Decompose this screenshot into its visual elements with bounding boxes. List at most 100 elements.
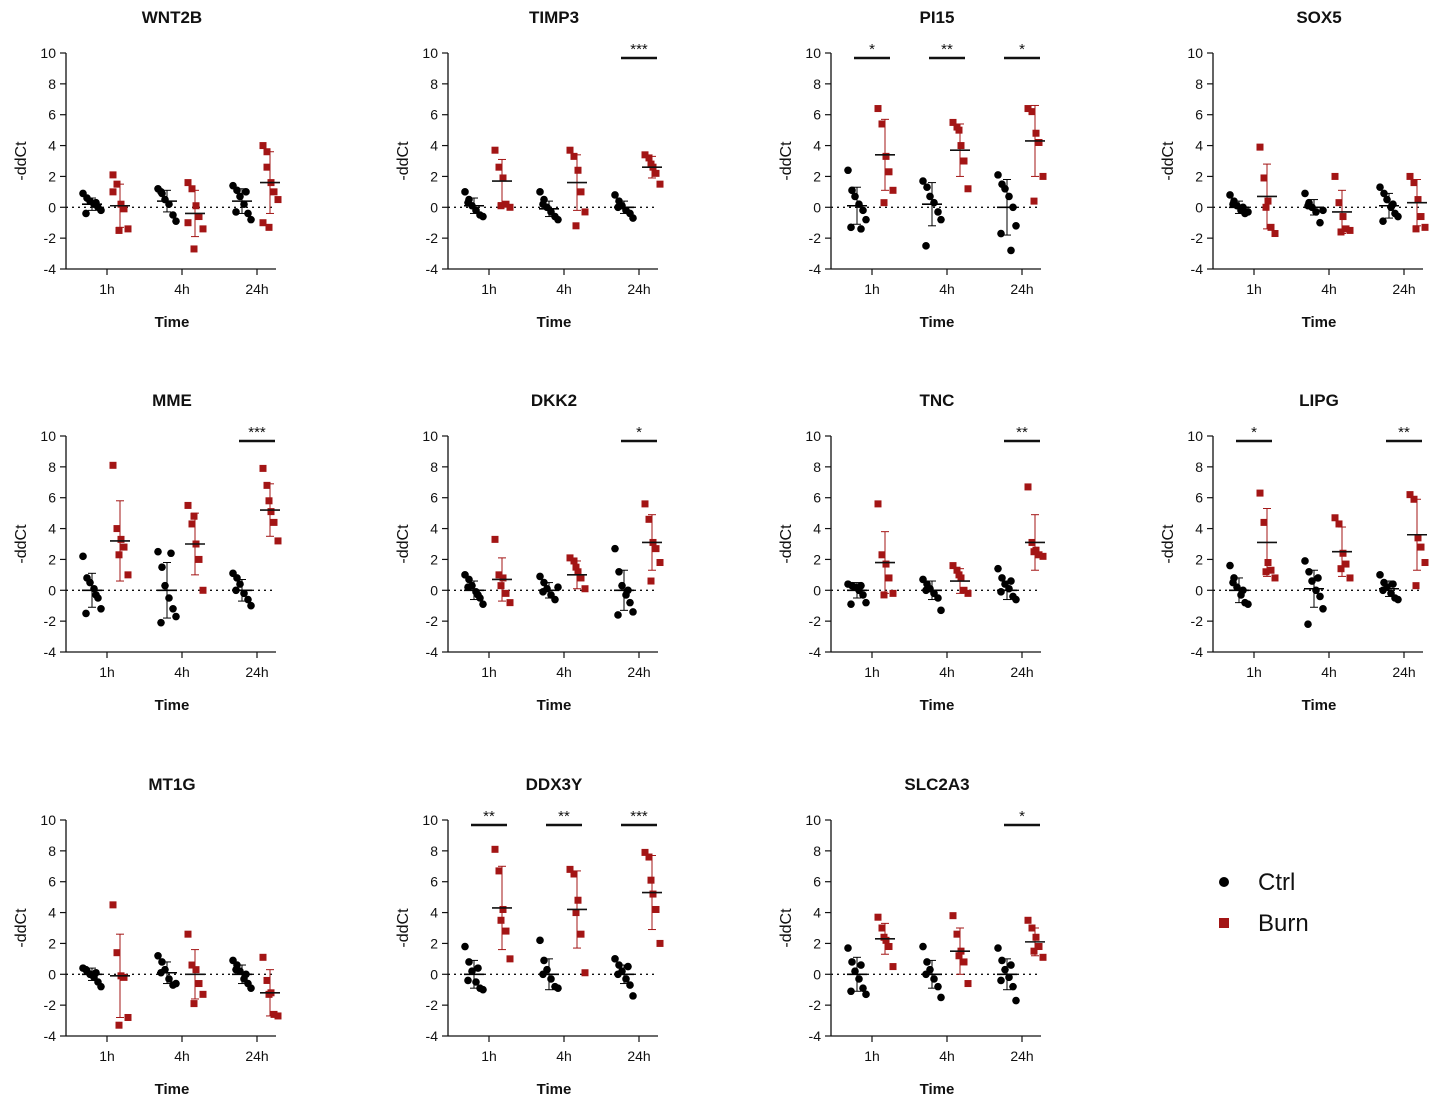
burn-point [645,515,653,523]
ctrl-point [1005,192,1013,201]
burn-point [572,222,580,230]
ctrl-point [554,583,562,591]
ctrl-point [847,987,855,996]
burn-point [1024,483,1032,491]
x-tick-label: 24h [1010,281,1033,297]
y-tick-label: -4 [426,1028,439,1044]
y-tick-label: 4 [1195,521,1203,537]
y-tick-label: 10 [40,45,56,61]
y-tick-label: 10 [40,812,56,828]
burn-point [641,151,649,159]
ctrl-point [479,600,487,608]
panel-title: WNT2B [142,8,202,27]
y-tick-label: -4 [809,261,822,277]
y-tick-label: 0 [430,582,438,598]
ctrl-point [82,609,90,618]
burn-point [1271,230,1279,238]
x-tick-label: 24h [245,1048,268,1064]
x-tick-label: 4h [939,281,955,297]
y-tick-label: 4 [48,905,56,921]
burn-point [1337,565,1345,573]
legend-burn-label: Burn [1258,910,1309,937]
burn-point [581,969,589,977]
burn-point [109,901,117,909]
ctrl-point [1379,217,1387,225]
y-tick-label: -2 [1191,230,1204,246]
y-tick-label: 0 [813,582,821,598]
burn-point [953,930,961,938]
x-tick-label: 1h [99,281,115,297]
ctrl-point [464,198,472,207]
burn-point [949,118,957,126]
x-axis-label: Time [920,1081,955,1098]
burn-point [263,481,271,489]
y-tick-label: 2 [48,935,56,951]
ctrl-point [1376,571,1384,579]
ctrl-point [79,552,87,561]
burn-point [874,500,882,508]
ctrl-point [937,606,945,615]
burn-point [566,554,574,562]
y-tick-label: 0 [48,199,56,215]
y-axis-label: -ddCt [13,908,30,948]
ctrl-point [1314,574,1322,582]
significance-stars: *** [630,808,648,825]
burn-point [1035,138,1043,146]
burn-point [270,188,278,196]
ctrl-point [242,188,250,196]
y-tick-label: -4 [426,261,439,277]
burn-point [259,219,267,227]
burn-point [880,199,888,207]
burn-point [1417,213,1425,221]
y-tick-label: -4 [426,644,439,660]
ctrl-point [232,208,240,216]
ctrl-point [157,188,165,196]
x-tick-label: 24h [627,664,650,680]
ctrl-point [934,594,942,602]
x-tick-label: 1h [864,1048,880,1064]
burn-point [190,245,198,253]
burn-point [1339,213,1347,221]
ctrl-point [919,942,927,951]
y-tick-label: 8 [813,843,821,859]
burn-point [1335,520,1343,528]
ctrl-point [1304,620,1312,629]
ctrl-point [1394,595,1402,604]
burn-point [188,185,196,193]
y-tick-label: 4 [48,521,56,537]
x-axis-label: Time [537,314,572,331]
burn-point [955,571,963,579]
ctrl-point [1301,189,1309,198]
burn-point [1035,943,1043,951]
burn-point [495,163,503,171]
y-tick-label: 6 [813,107,821,123]
burn-point [109,188,117,196]
ctrl-point [859,984,867,992]
burn-point [190,512,198,520]
ctrl-point [1319,605,1327,613]
ctrl-point [626,981,634,989]
burn-point [960,586,968,594]
ctrl-point [844,166,852,175]
y-tick-label: 2 [1195,168,1203,184]
ctrl-point [618,581,626,590]
ctrl-point [1394,212,1402,221]
ctrl-point [236,192,244,201]
ctrl-point [92,591,100,599]
ctrl-point [851,192,859,201]
ctrl-point [1226,191,1234,199]
panel-title: MME [152,391,192,410]
x-axis-label: Time [537,697,572,714]
burn-point [1262,568,1270,576]
significance-stars: * [1019,808,1025,825]
burn-point [889,963,897,971]
burn-point [955,952,963,960]
burn-point [960,157,968,165]
y-tick-label: 8 [48,76,56,92]
ctrl-point [244,595,252,604]
ctrl-point [1383,195,1391,204]
y-axis-label: -ddCt [13,524,30,564]
burn-point [124,225,132,233]
burn-point [880,591,888,599]
